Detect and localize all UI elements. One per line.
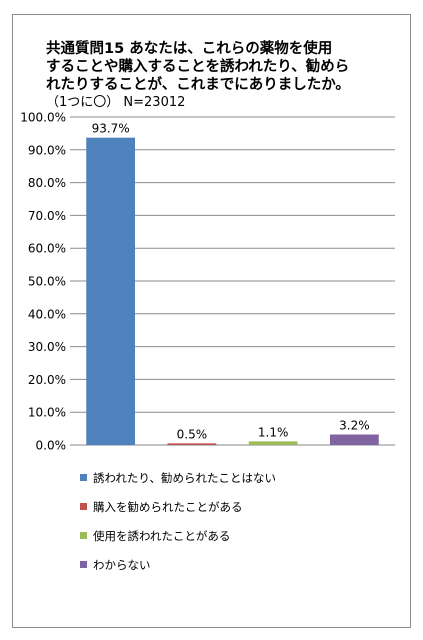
y-tick-label: 90.0%	[28, 143, 66, 157]
chart-frame	[12, 14, 411, 628]
bar	[167, 443, 217, 445]
title-line-2: することや購入することを誘われたり、勧めら	[46, 59, 350, 75]
legend-label: わからない	[93, 557, 151, 572]
bar	[330, 434, 379, 445]
y-tick-label: 10.0%	[28, 406, 66, 420]
legend-item: 使用を誘われたことがある	[80, 528, 276, 543]
title-subtitle: （1つに〇） N=23012	[46, 95, 186, 110]
legend-item: わからない	[80, 557, 276, 572]
legend-swatch	[80, 561, 87, 568]
legend-label: 購入を勧められたことがある	[93, 499, 243, 514]
legend-swatch	[80, 532, 87, 539]
data-label: 93.7%	[92, 122, 130, 136]
data-label: 0.5%	[177, 427, 208, 441]
title-line-3: れたりすることが、これまでにありましたか。	[46, 77, 350, 93]
bar	[248, 441, 298, 445]
y-tick-label: 30.0%	[28, 340, 66, 354]
y-tick-label: 60.0%	[28, 242, 66, 256]
legend-swatch	[80, 474, 87, 481]
y-tick-label: 100.0%	[20, 111, 66, 125]
legend-item: 購入を勧められたことがある	[80, 499, 276, 514]
y-tick-label: 0.0%	[36, 439, 67, 453]
legend: 誘われたり、勧められたことはない 購入を勧められたことがある 使用を誘われたこと…	[80, 470, 276, 586]
y-tick-label: 40.0%	[28, 307, 66, 321]
y-tick-label: 70.0%	[28, 209, 66, 223]
y-tick-label: 20.0%	[28, 373, 66, 387]
title-line-1: 共通質問15 あなたは、これらの薬物を使用	[46, 41, 333, 57]
bar	[86, 137, 135, 445]
data-label: 3.2%	[339, 419, 370, 433]
legend-item: 誘われたり、勧められたことはない	[80, 470, 276, 485]
legend-swatch	[80, 503, 87, 510]
data-label: 1.1%	[258, 425, 289, 439]
y-tick-label: 50.0%	[28, 275, 66, 289]
y-tick-label: 80.0%	[28, 176, 66, 190]
legend-label: 誘われたり、勧められたことはない	[93, 470, 276, 485]
legend-label: 使用を誘われたことがある	[93, 528, 231, 543]
chart-title: 共通質問15 あなたは、これらの薬物を使用 することや購入することを誘われたり、…	[46, 40, 396, 112]
